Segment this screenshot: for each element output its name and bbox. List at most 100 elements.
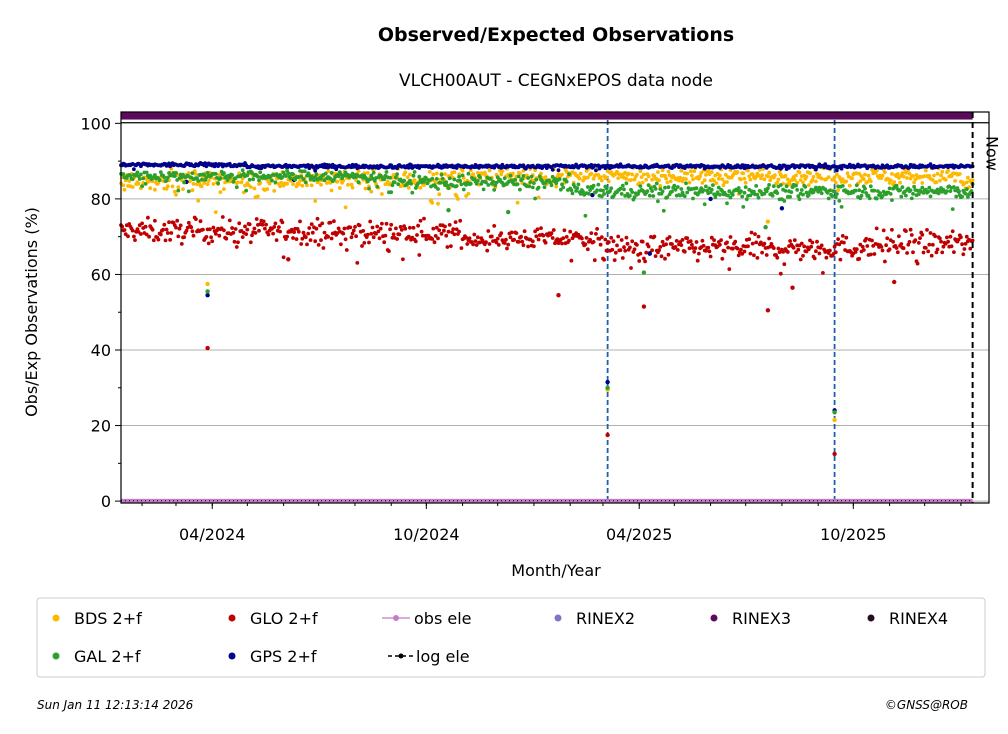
- data-point: [299, 242, 304, 246]
- data-point: [940, 250, 945, 255]
- data-point: [802, 244, 807, 249]
- data-point: [217, 172, 222, 177]
- outlier-point: [428, 198, 434, 203]
- y-tick-label: 40: [91, 341, 111, 360]
- data-point: [643, 259, 647, 264]
- data-point: [824, 255, 829, 260]
- data-point: [222, 187, 226, 192]
- data-point: [271, 231, 275, 236]
- data-point: [452, 170, 457, 175]
- data-point: [141, 176, 146, 181]
- data-point: [371, 170, 376, 175]
- data-point: [739, 177, 743, 182]
- data-point: [639, 175, 644, 180]
- data-point: [608, 189, 612, 194]
- data-point: [904, 229, 908, 234]
- data-point: [485, 248, 490, 253]
- data-point: [388, 175, 392, 180]
- data-point: [913, 238, 918, 243]
- data-point: [806, 193, 811, 197]
- data-point: [175, 218, 180, 223]
- data-point: [657, 248, 661, 253]
- data-point: [162, 222, 167, 227]
- data-point: [759, 240, 763, 245]
- data-point: [440, 176, 445, 181]
- data-point: [439, 231, 444, 236]
- data-point: [844, 179, 849, 184]
- data-point: [592, 258, 597, 263]
- data-point: [341, 231, 346, 236]
- data-point: [587, 191, 591, 196]
- data-point: [499, 231, 504, 236]
- legend-label: RINEX2: [576, 609, 635, 628]
- data-point: [350, 231, 355, 236]
- data-point: [794, 183, 798, 188]
- data-point: [760, 250, 764, 255]
- data-point: [872, 252, 877, 256]
- data-point: [620, 183, 625, 188]
- data-point: [966, 175, 970, 180]
- data-point: [785, 250, 790, 254]
- data-point: [181, 187, 185, 192]
- data-point: [672, 183, 677, 188]
- legend-marker: [867, 614, 875, 622]
- data-point: [299, 174, 304, 179]
- data-point: [383, 182, 388, 187]
- data-point: [471, 172, 475, 177]
- data-point: [650, 177, 654, 182]
- data-point: [382, 177, 387, 182]
- data-point: [201, 227, 205, 232]
- data-point: [515, 182, 520, 187]
- data-point: [403, 226, 408, 231]
- data-point: [628, 193, 632, 198]
- data-point: [904, 170, 908, 175]
- data-point: [773, 173, 777, 178]
- x-axis-label: Month/Year: [511, 561, 601, 580]
- data-point: [868, 184, 873, 189]
- data-point: [248, 240, 253, 245]
- data-point: [775, 191, 780, 196]
- data-point: [599, 178, 604, 183]
- data-point: [599, 235, 604, 240]
- data-point: [660, 168, 665, 173]
- data-point: [291, 182, 295, 187]
- data-point: [264, 222, 268, 227]
- data-point: [178, 223, 183, 228]
- data-point: [619, 192, 624, 196]
- data-point: [218, 190, 223, 195]
- data-point: [346, 183, 350, 187]
- data-point: [776, 246, 781, 251]
- data-point: [692, 169, 697, 174]
- data-point: [489, 234, 494, 239]
- data-point: [675, 248, 680, 252]
- data-point: [638, 169, 643, 174]
- data-point: [328, 220, 333, 225]
- data-point: [150, 227, 155, 232]
- data-point: [191, 233, 196, 238]
- data-point: [746, 244, 750, 249]
- data-point: [861, 248, 866, 252]
- data-point: [144, 170, 149, 175]
- data-point: [828, 188, 832, 193]
- data-point: [245, 227, 250, 232]
- footer-credit: ©GNSS@ROB: [885, 698, 968, 712]
- data-point: [560, 182, 564, 187]
- outlier-point: [205, 293, 210, 298]
- data-point: [742, 190, 747, 195]
- data-point: [727, 267, 732, 271]
- data-point: [964, 234, 969, 239]
- data-point: [804, 190, 809, 195]
- data-point: [560, 172, 564, 177]
- data-point: [387, 249, 391, 254]
- data-point: [243, 224, 247, 229]
- data-point: [444, 180, 449, 185]
- data-point: [335, 180, 340, 184]
- data-point: [162, 175, 167, 180]
- data-point: [601, 188, 605, 193]
- data-point: [361, 229, 366, 233]
- data-point: [635, 243, 639, 247]
- data-point: [176, 185, 181, 190]
- data-point: [874, 226, 879, 231]
- data-point: [670, 189, 674, 194]
- data-point: [817, 251, 822, 256]
